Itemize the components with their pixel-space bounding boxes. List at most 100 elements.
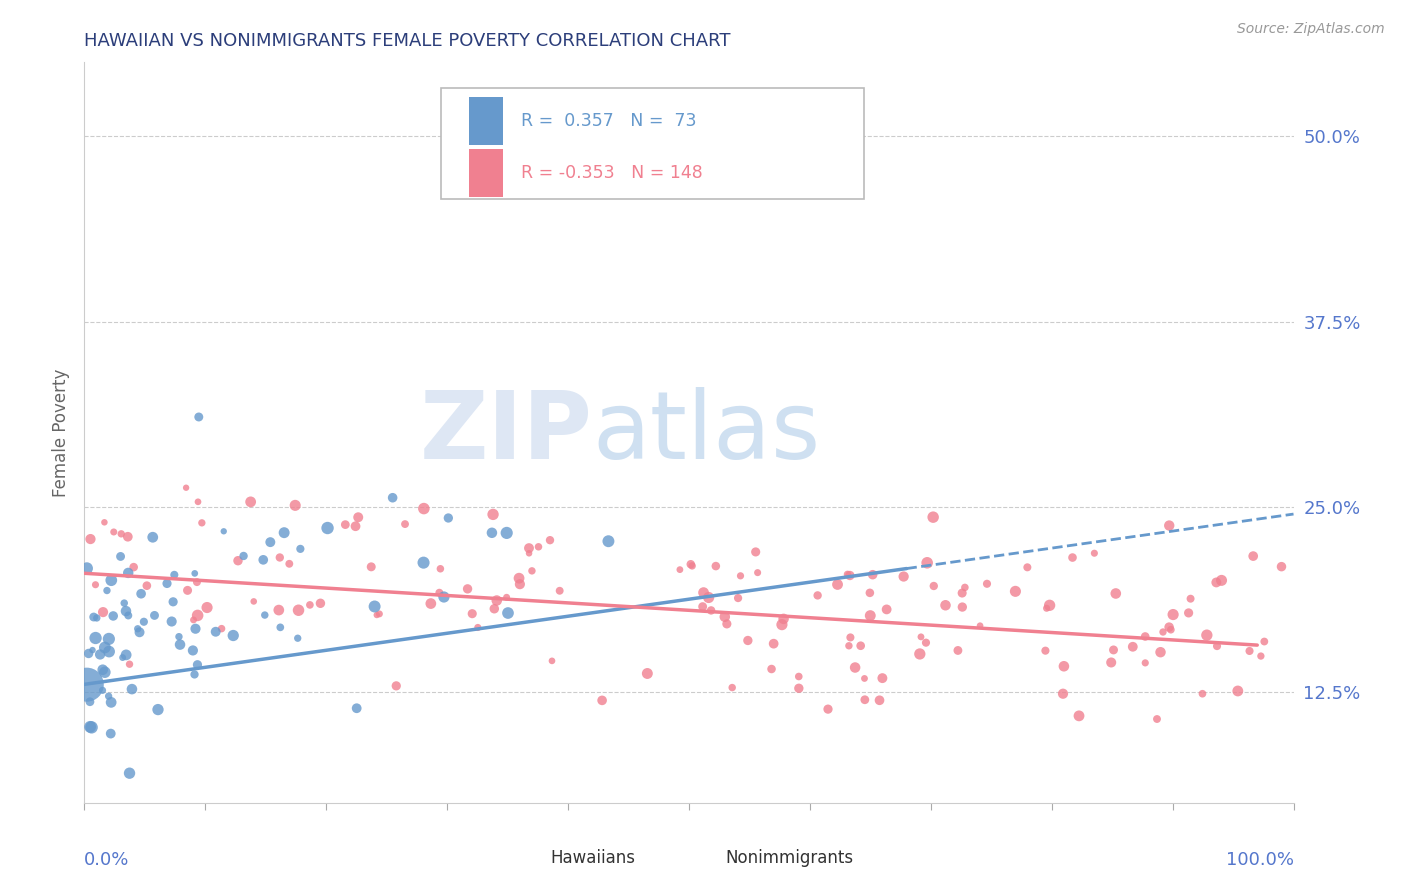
Point	[427, 585, 450, 599]
Point	[950, 600, 973, 615]
Point	[191, 516, 214, 530]
Point	[517, 546, 540, 560]
Point	[1191, 687, 1213, 701]
Point	[79, 532, 101, 546]
Point	[934, 599, 956, 613]
Point	[167, 630, 190, 644]
Point	[1105, 586, 1128, 600]
Point	[419, 597, 441, 611]
Point	[509, 577, 531, 591]
Point	[1039, 599, 1062, 613]
Text: Hawaiians: Hawaiians	[550, 849, 636, 867]
Point	[316, 521, 339, 535]
Point	[1159, 620, 1181, 634]
Point	[457, 582, 479, 596]
Point	[381, 491, 404, 505]
Point	[908, 647, 931, 661]
Point	[1149, 645, 1171, 659]
Text: Source: ZipAtlas.com: Source: ZipAtlas.com	[1237, 22, 1385, 37]
Point	[127, 622, 149, 636]
Point	[273, 525, 295, 540]
Point	[259, 535, 281, 549]
FancyBboxPatch shape	[468, 97, 503, 145]
Point	[859, 586, 882, 600]
Point	[204, 624, 226, 639]
Point	[110, 549, 132, 564]
FancyBboxPatch shape	[513, 851, 540, 866]
Point	[844, 660, 866, 674]
Point	[160, 615, 183, 629]
Point	[183, 667, 205, 681]
Point	[84, 578, 107, 592]
Point	[135, 579, 157, 593]
Point	[853, 692, 876, 706]
Point	[520, 564, 543, 578]
Point	[787, 681, 810, 696]
Point	[184, 622, 207, 636]
Point	[679, 558, 702, 572]
Point	[211, 622, 233, 636]
Text: R =  0.357   N =  73: R = 0.357 N = 73	[520, 112, 696, 130]
Point	[429, 562, 451, 576]
Point	[541, 654, 564, 668]
Text: 0.0%: 0.0%	[84, 851, 129, 869]
Point	[1239, 644, 1261, 658]
Point	[817, 702, 839, 716]
Point	[1135, 656, 1157, 670]
Point	[704, 559, 727, 574]
Point	[111, 650, 134, 665]
Point	[737, 633, 759, 648]
Point	[496, 606, 519, 620]
Point	[187, 608, 209, 623]
Point	[697, 591, 720, 605]
Point	[186, 575, 208, 590]
Point	[132, 615, 155, 629]
Point	[252, 553, 274, 567]
Point	[89, 648, 111, 662]
Point	[730, 569, 752, 583]
Point	[721, 681, 744, 695]
Point	[1206, 639, 1229, 653]
Point	[79, 720, 101, 734]
Point	[112, 596, 135, 610]
Point	[176, 583, 198, 598]
Point	[1053, 659, 1076, 673]
Point	[412, 501, 434, 516]
Point	[716, 616, 738, 631]
Point	[103, 609, 125, 624]
Point	[876, 602, 898, 616]
Point	[1083, 546, 1105, 560]
Point	[1159, 518, 1181, 533]
Point	[1152, 625, 1174, 640]
Point	[761, 662, 783, 676]
Point	[893, 569, 915, 583]
Point	[269, 550, 291, 565]
Point	[461, 607, 484, 621]
Point	[212, 524, 235, 539]
Point	[269, 620, 291, 634]
Text: ZIP: ZIP	[419, 386, 592, 479]
Point	[284, 499, 307, 513]
FancyBboxPatch shape	[441, 88, 865, 200]
Point	[146, 702, 169, 716]
Point	[110, 526, 132, 541]
Point	[484, 601, 506, 615]
Point	[93, 516, 115, 530]
Point	[762, 637, 785, 651]
Point	[838, 639, 860, 653]
Point	[467, 620, 489, 634]
Point	[946, 643, 969, 657]
Point	[482, 508, 505, 522]
Point	[100, 695, 122, 709]
Point	[335, 517, 357, 532]
Point	[598, 534, 620, 549]
Point	[508, 571, 530, 585]
Point	[91, 683, 114, 698]
Point	[347, 510, 370, 524]
Point	[770, 617, 793, 632]
Point	[363, 599, 385, 614]
Point	[495, 525, 517, 540]
Point	[118, 766, 141, 780]
Point	[839, 631, 862, 645]
Point	[1052, 687, 1074, 701]
